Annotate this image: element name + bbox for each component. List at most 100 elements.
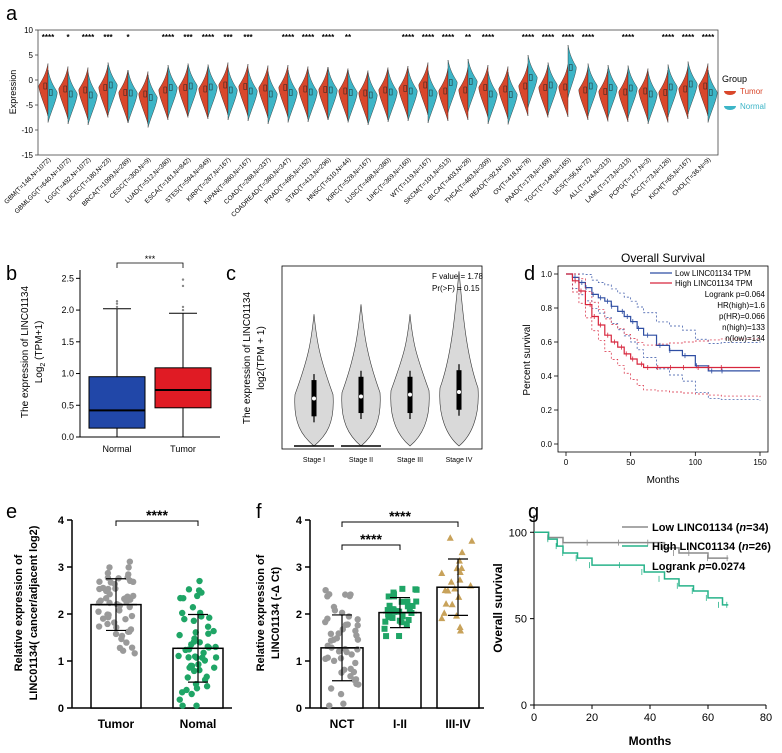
g-xtick-label: 40 bbox=[644, 712, 656, 724]
violin-tumor bbox=[558, 64, 569, 118]
a-significance-mark: *** bbox=[243, 33, 253, 42]
violin-tumor bbox=[438, 68, 449, 122]
e-point bbox=[212, 654, 220, 661]
violin-tumor bbox=[238, 63, 249, 117]
a-significance-mark: ** bbox=[465, 33, 472, 42]
e-xtick-tumor: Tumor bbox=[98, 717, 135, 731]
a-significance-mark: **** bbox=[622, 33, 635, 42]
b-yticks: 0.0 0.5 1.0 1.5 2.0 2.5 bbox=[61, 273, 80, 442]
violin-tumor bbox=[118, 69, 129, 123]
box-tumor bbox=[63, 85, 67, 93]
violin-tumor bbox=[378, 67, 389, 121]
e-point bbox=[185, 586, 193, 593]
violin-normal bbox=[587, 63, 598, 117]
f-point bbox=[458, 548, 466, 556]
box-normal bbox=[369, 91, 373, 99]
g-curves bbox=[534, 531, 729, 608]
f-point bbox=[404, 603, 411, 610]
violin-tumor bbox=[638, 68, 649, 122]
e-point bbox=[193, 654, 200, 661]
f-point bbox=[354, 622, 361, 629]
box-tumor bbox=[703, 82, 707, 90]
box-tumor bbox=[243, 83, 247, 90]
f-point bbox=[386, 602, 393, 609]
violin-normal bbox=[447, 59, 458, 113]
b-outlier bbox=[181, 278, 185, 281]
g-logrank: Logrank p=0.0274 bbox=[652, 561, 746, 573]
violin-tumor bbox=[698, 63, 709, 117]
a-ytick: -15 bbox=[21, 151, 33, 160]
e-point bbox=[119, 647, 127, 654]
violin-normal bbox=[347, 69, 358, 123]
violin-normal bbox=[687, 61, 698, 115]
box-normal bbox=[589, 82, 593, 90]
f-point bbox=[413, 586, 420, 593]
box-tumor bbox=[543, 84, 547, 91]
f-point bbox=[352, 676, 360, 683]
a-significance-mark: **** bbox=[282, 33, 295, 42]
e-ytick-label: 1 bbox=[58, 656, 64, 668]
box-tumor bbox=[443, 87, 447, 95]
f-point bbox=[322, 586, 329, 594]
panel-a: Expression 10 5 0 -5 -10 -15 GBM(T=148,N… bbox=[3, 26, 766, 219]
f-point bbox=[458, 564, 466, 571]
violin-tumor bbox=[38, 63, 49, 117]
g-legend-high-n: n bbox=[742, 541, 749, 553]
panel-label-a: a bbox=[6, 3, 18, 25]
e-point bbox=[179, 702, 186, 709]
box-normal bbox=[49, 89, 53, 96]
box-tumor bbox=[663, 89, 667, 96]
box-normal bbox=[689, 80, 693, 88]
legend-swatch-normal bbox=[724, 106, 736, 110]
violin-normal bbox=[127, 70, 138, 124]
f-point bbox=[344, 621, 351, 628]
e-point bbox=[131, 650, 138, 657]
box-normal bbox=[569, 64, 573, 71]
f-bars bbox=[320, 534, 480, 709]
f-point bbox=[354, 616, 361, 623]
g-legend-high: High LINC01134 (n=26) bbox=[652, 541, 771, 553]
g-legend-low-count: =34) bbox=[746, 522, 769, 534]
a-significance-mark: **** bbox=[422, 33, 435, 42]
e-ytick-label: 2 bbox=[58, 609, 64, 621]
f-point bbox=[447, 578, 455, 585]
f-point bbox=[405, 616, 412, 623]
box-normal bbox=[189, 82, 193, 90]
violin-normal bbox=[247, 68, 258, 122]
a-significance-mark: **** bbox=[322, 33, 335, 42]
a-significance-mark: * bbox=[66, 33, 70, 42]
d-ytick-label: 0.2 bbox=[541, 406, 553, 415]
e-point bbox=[176, 696, 183, 703]
f-ytick-label: 4 bbox=[296, 515, 303, 527]
b-ytick-label: 2.0 bbox=[61, 305, 74, 315]
g-xlabel: Months bbox=[629, 734, 672, 748]
g-legend-high-prefix: High LINC01134 ( bbox=[652, 541, 742, 553]
e-point bbox=[178, 689, 186, 696]
d-stat: p(HR)=0.066 bbox=[719, 312, 766, 321]
box-normal bbox=[629, 84, 633, 92]
d-ci-lower bbox=[566, 273, 761, 401]
f-point bbox=[389, 614, 396, 621]
c-xtick-label: Stage I bbox=[303, 457, 325, 464]
g-xtick-label: 20 bbox=[586, 712, 598, 724]
f-point bbox=[456, 627, 464, 634]
violin-normal bbox=[507, 71, 518, 125]
e-ytick-label: 0 bbox=[58, 703, 64, 715]
violin-tumor bbox=[358, 70, 369, 124]
panel-label-g: g bbox=[528, 501, 539, 523]
f-point bbox=[398, 598, 405, 605]
e-point bbox=[191, 635, 198, 642]
b-ylabel: The expression of LINC01134 bbox=[20, 286, 31, 419]
g-axes: 0 20 40 60 80 0 50 100 bbox=[509, 527, 772, 724]
e-point bbox=[201, 676, 209, 683]
a-significance-mark: **** bbox=[302, 33, 315, 42]
e-point bbox=[99, 615, 107, 622]
box-normal bbox=[429, 89, 433, 97]
f-point bbox=[391, 591, 398, 598]
box-tumor bbox=[503, 85, 507, 93]
e-point bbox=[126, 558, 134, 565]
e-point bbox=[122, 615, 129, 623]
box-normal bbox=[129, 89, 133, 97]
box-normal bbox=[309, 88, 313, 96]
